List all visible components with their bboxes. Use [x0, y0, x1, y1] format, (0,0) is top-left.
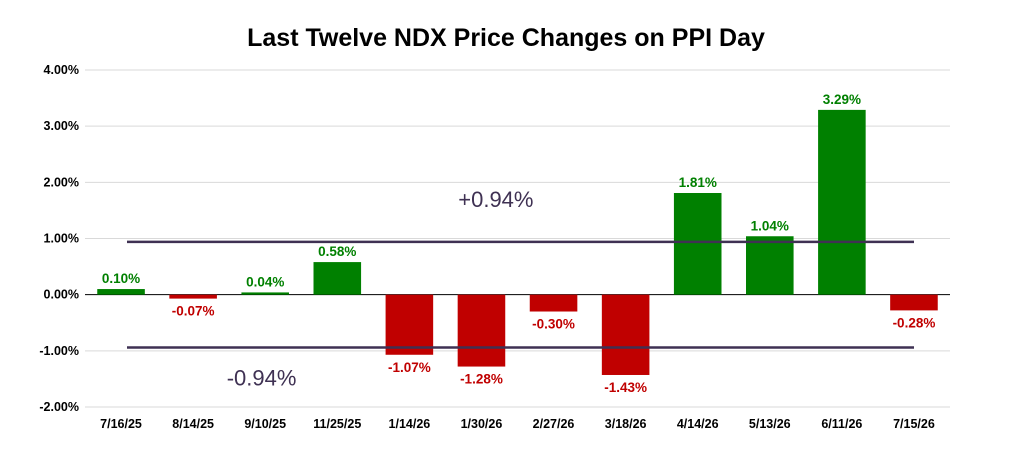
data-label: -1.43%: [604, 380, 647, 395]
data-label: 0.04%: [246, 274, 284, 289]
bar: [241, 292, 289, 295]
y-axis-tick-labels: 4.00% 3.00% 2.00% 1.00% 0.00% -1.00% -2.00%: [39, 63, 79, 414]
data-label: -0.28%: [893, 315, 936, 330]
data-label: -1.28%: [460, 372, 503, 387]
gridlines: [85, 69, 950, 408]
data-label: 0.58%: [318, 244, 356, 259]
x-axis-category-labels: 7/16/25 8/14/25 9/10/25 11/25/25 1/14/26 1/30…: [100, 417, 935, 431]
x-category-label: 3/18/26: [605, 417, 647, 431]
bar: [818, 109, 866, 295]
bar: [385, 294, 434, 355]
data-label: 1.81%: [679, 175, 717, 190]
y-tick-label: 2.00%: [44, 175, 79, 189]
bar: [313, 262, 362, 295]
y-tick-label: 3.00%: [44, 119, 79, 133]
x-category-label: 6/11/26: [821, 417, 862, 431]
bars: [97, 109, 938, 375]
data-label: 3.29%: [823, 92, 861, 107]
bar: [890, 294, 938, 311]
data-labels: 0.10% -0.07% 0.04% 0.58% -1.07% -1.28% -0.30% -…: [102, 92, 935, 395]
reference-lines: +0.94% -0.94%: [127, 187, 914, 390]
reference-line-label: +0.94%: [458, 187, 533, 212]
bar: [97, 289, 145, 295]
bar: [529, 294, 578, 312]
x-category-label: 11/25/25: [313, 417, 361, 431]
x-category-label: 4/14/26: [677, 417, 719, 431]
data-label: 0.10%: [102, 271, 140, 286]
reference-line-label: -0.94%: [227, 365, 297, 390]
x-category-label: 7/15/26: [893, 417, 935, 431]
chart-title: Last Twelve NDX Price Changes on PPI Day: [247, 24, 765, 52]
x-category-label: 8/14/25: [172, 417, 214, 431]
x-category-label: 2/27/26: [533, 417, 575, 431]
x-category-label: 7/16/25: [100, 417, 142, 431]
data-label: -1.07%: [388, 360, 431, 375]
x-category-label: 1/30/26: [461, 417, 503, 431]
y-tick-label: -1.00%: [39, 344, 79, 358]
data-label: 1.04%: [751, 218, 789, 233]
data-label: -0.07%: [172, 304, 215, 319]
y-tick-label: 4.00%: [44, 63, 79, 77]
bar: [746, 236, 794, 295]
bar: [673, 193, 722, 295]
bar: [457, 294, 506, 367]
x-category-label: 5/13/26: [749, 417, 791, 431]
y-tick-label: 0.00%: [44, 288, 79, 302]
y-tick-label: 1.00%: [44, 232, 79, 246]
bar: [601, 294, 650, 375]
data-label: -0.30%: [532, 317, 575, 332]
x-category-label: 1/14/26: [389, 417, 431, 431]
x-category-label: 9/10/25: [244, 417, 286, 431]
y-tick-label: -2.00%: [39, 400, 79, 414]
bar: [169, 294, 217, 299]
